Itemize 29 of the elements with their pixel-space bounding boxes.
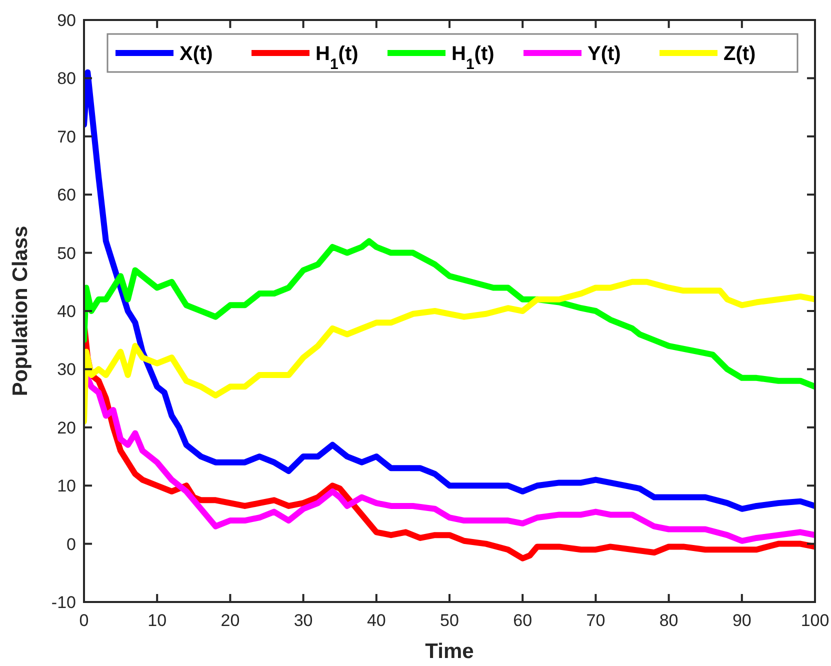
x-tick-label: 0: [79, 611, 89, 630]
x-tick-label: 30: [294, 611, 313, 630]
y-tick-label: 30: [57, 360, 76, 380]
x-tick-label: 90: [732, 611, 752, 630]
y-tick-label: 90: [57, 10, 76, 30]
x-tick-label: 70: [586, 611, 606, 630]
y-tick-label: 10: [57, 476, 76, 496]
x-axis-title: Time: [425, 640, 474, 663]
x-tick-label: 10: [148, 611, 167, 630]
y-tick-label: 0: [66, 534, 76, 554]
x-tick-label: 20: [220, 611, 240, 630]
y-tick-label: 50: [57, 244, 76, 263]
y-tick-label: 60: [57, 186, 76, 205]
legend-label: H$_{1}$(t): [316, 43, 358, 72]
legend-label: X(t): [180, 43, 213, 65]
x-tick-label: 50: [440, 611, 459, 630]
y-tick-label: 20: [57, 418, 76, 438]
y-tick-label: 80: [57, 69, 76, 88]
x-tick-label: 40: [366, 611, 386, 630]
x-tick-label: 100: [800, 611, 830, 630]
y-tick-label: 40: [57, 302, 76, 321]
x-tick-label: 60: [513, 611, 532, 630]
legend-label: Y(t): [588, 43, 621, 65]
y-tick-label: 70: [57, 127, 76, 146]
legend-label: Z(t): [724, 43, 756, 65]
legend-label: H$_{1}$(t): [452, 43, 494, 72]
y-axis-title: Population Class: [9, 226, 32, 396]
y-tick-label: -10: [51, 592, 76, 612]
x-tick-label: 80: [659, 611, 678, 630]
